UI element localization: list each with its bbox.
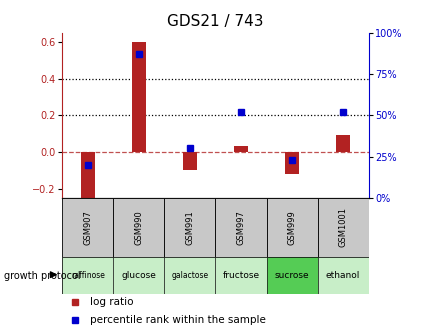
Text: GSM1001: GSM1001 [338,207,347,247]
Text: raffinose: raffinose [71,271,104,280]
Text: fructose: fructose [222,271,259,280]
Bar [113,198,164,257]
Bar [81,152,95,198]
Title: GDS21 / 743: GDS21 / 743 [167,14,263,29]
Bar [62,198,113,257]
Text: GSM997: GSM997 [236,210,245,245]
Bar [266,257,317,294]
Text: GSM991: GSM991 [185,210,194,245]
Text: log ratio: log ratio [90,298,133,307]
Bar [113,257,164,294]
Text: glucose: glucose [121,271,156,280]
Bar [317,198,368,257]
Text: ethanol: ethanol [325,271,359,280]
Text: GSM999: GSM999 [287,210,296,245]
Text: GSM907: GSM907 [83,210,92,245]
Bar [164,198,215,257]
Text: percentile rank within the sample: percentile rank within the sample [90,315,265,325]
Bar [233,146,248,152]
Bar [182,152,197,170]
Text: sucrose: sucrose [274,271,309,280]
Text: growth protocol: growth protocol [4,271,81,281]
Bar [317,257,368,294]
Bar [215,257,266,294]
Text: galactose: galactose [171,271,208,280]
Bar [266,198,317,257]
Bar [215,198,266,257]
Bar [335,134,349,152]
Bar [62,257,113,294]
Bar [132,42,146,152]
Bar [164,257,215,294]
Bar [284,152,298,174]
Text: GSM990: GSM990 [134,210,143,245]
